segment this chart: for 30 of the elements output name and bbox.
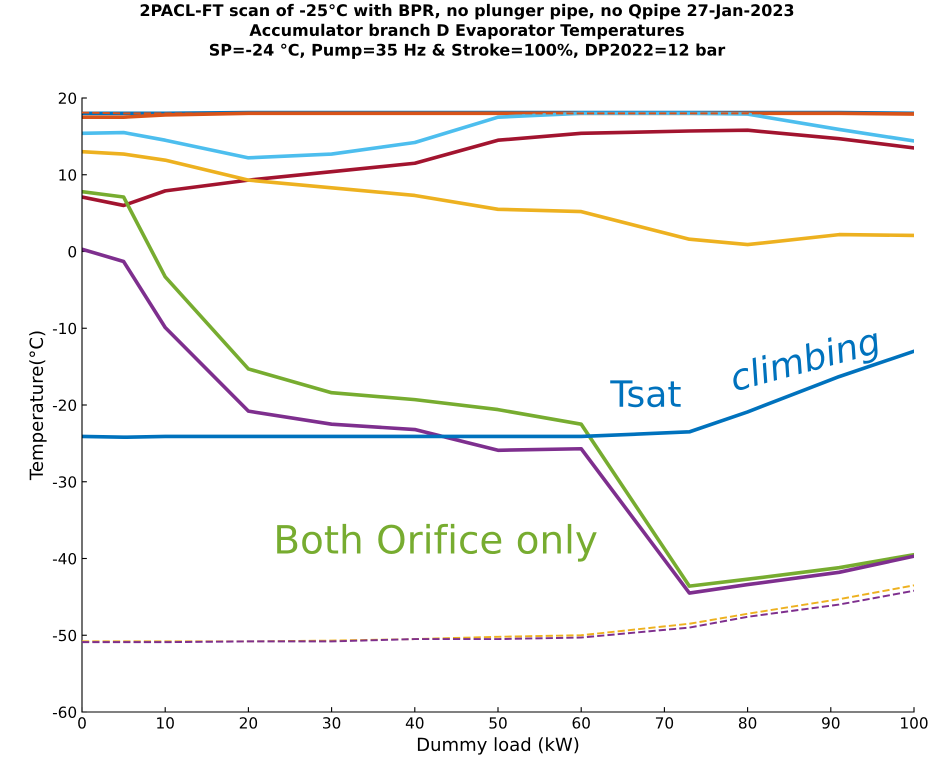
y-tick-label: -20	[52, 399, 76, 412]
x-tick-label: 50	[489, 717, 507, 729]
y-tick-label: -10	[52, 322, 76, 334]
y-tick-label: 20	[58, 92, 76, 104]
x-tick-label: 70	[656, 717, 674, 729]
line-series	[82, 150, 914, 246]
line-series	[82, 190, 914, 588]
annotation: Both Orifice only	[277, 524, 597, 562]
y-tick-label: 10	[59, 169, 76, 181]
y-tick-label: -40	[52, 552, 76, 565]
x-axis-title: Dummy load (kW)	[418, 737, 578, 755]
line-series	[82, 247, 914, 595]
x-tick-label: 40	[406, 717, 424, 729]
x-tick-label: 30	[323, 717, 340, 729]
x-tick-label: 10	[157, 717, 174, 729]
x-tick-label: 0	[78, 717, 86, 729]
annotation: Tsat	[610, 380, 681, 408]
x-tick-label: 60	[572, 717, 590, 729]
y-tick-label: -60	[52, 706, 76, 718]
x-tick-label: 20	[240, 717, 258, 729]
annotation: climbing	[728, 326, 884, 398]
x-tick-label: 100	[901, 717, 928, 729]
chart-title: 2PACL-FT scan of -25°C with BPR, no plunger pipe, no Qpipe 27-Jan-2023 Accumulator branch D Evaporator Temperatures SP=-24 °C, Pump=35 Hz & Stroke=100%, DP2022=12 bar	[140, 4, 794, 59]
line-series	[82, 128, 914, 208]
y-tick-label: -30	[52, 476, 76, 488]
y-tick-label: -50	[52, 630, 76, 642]
y-axis-title: Temperature(°C)	[29, 332, 47, 480]
x-tick-label: 80	[738, 717, 756, 729]
x-tick-label: 90	[822, 717, 840, 729]
y-tick-label: 0	[68, 246, 76, 258]
